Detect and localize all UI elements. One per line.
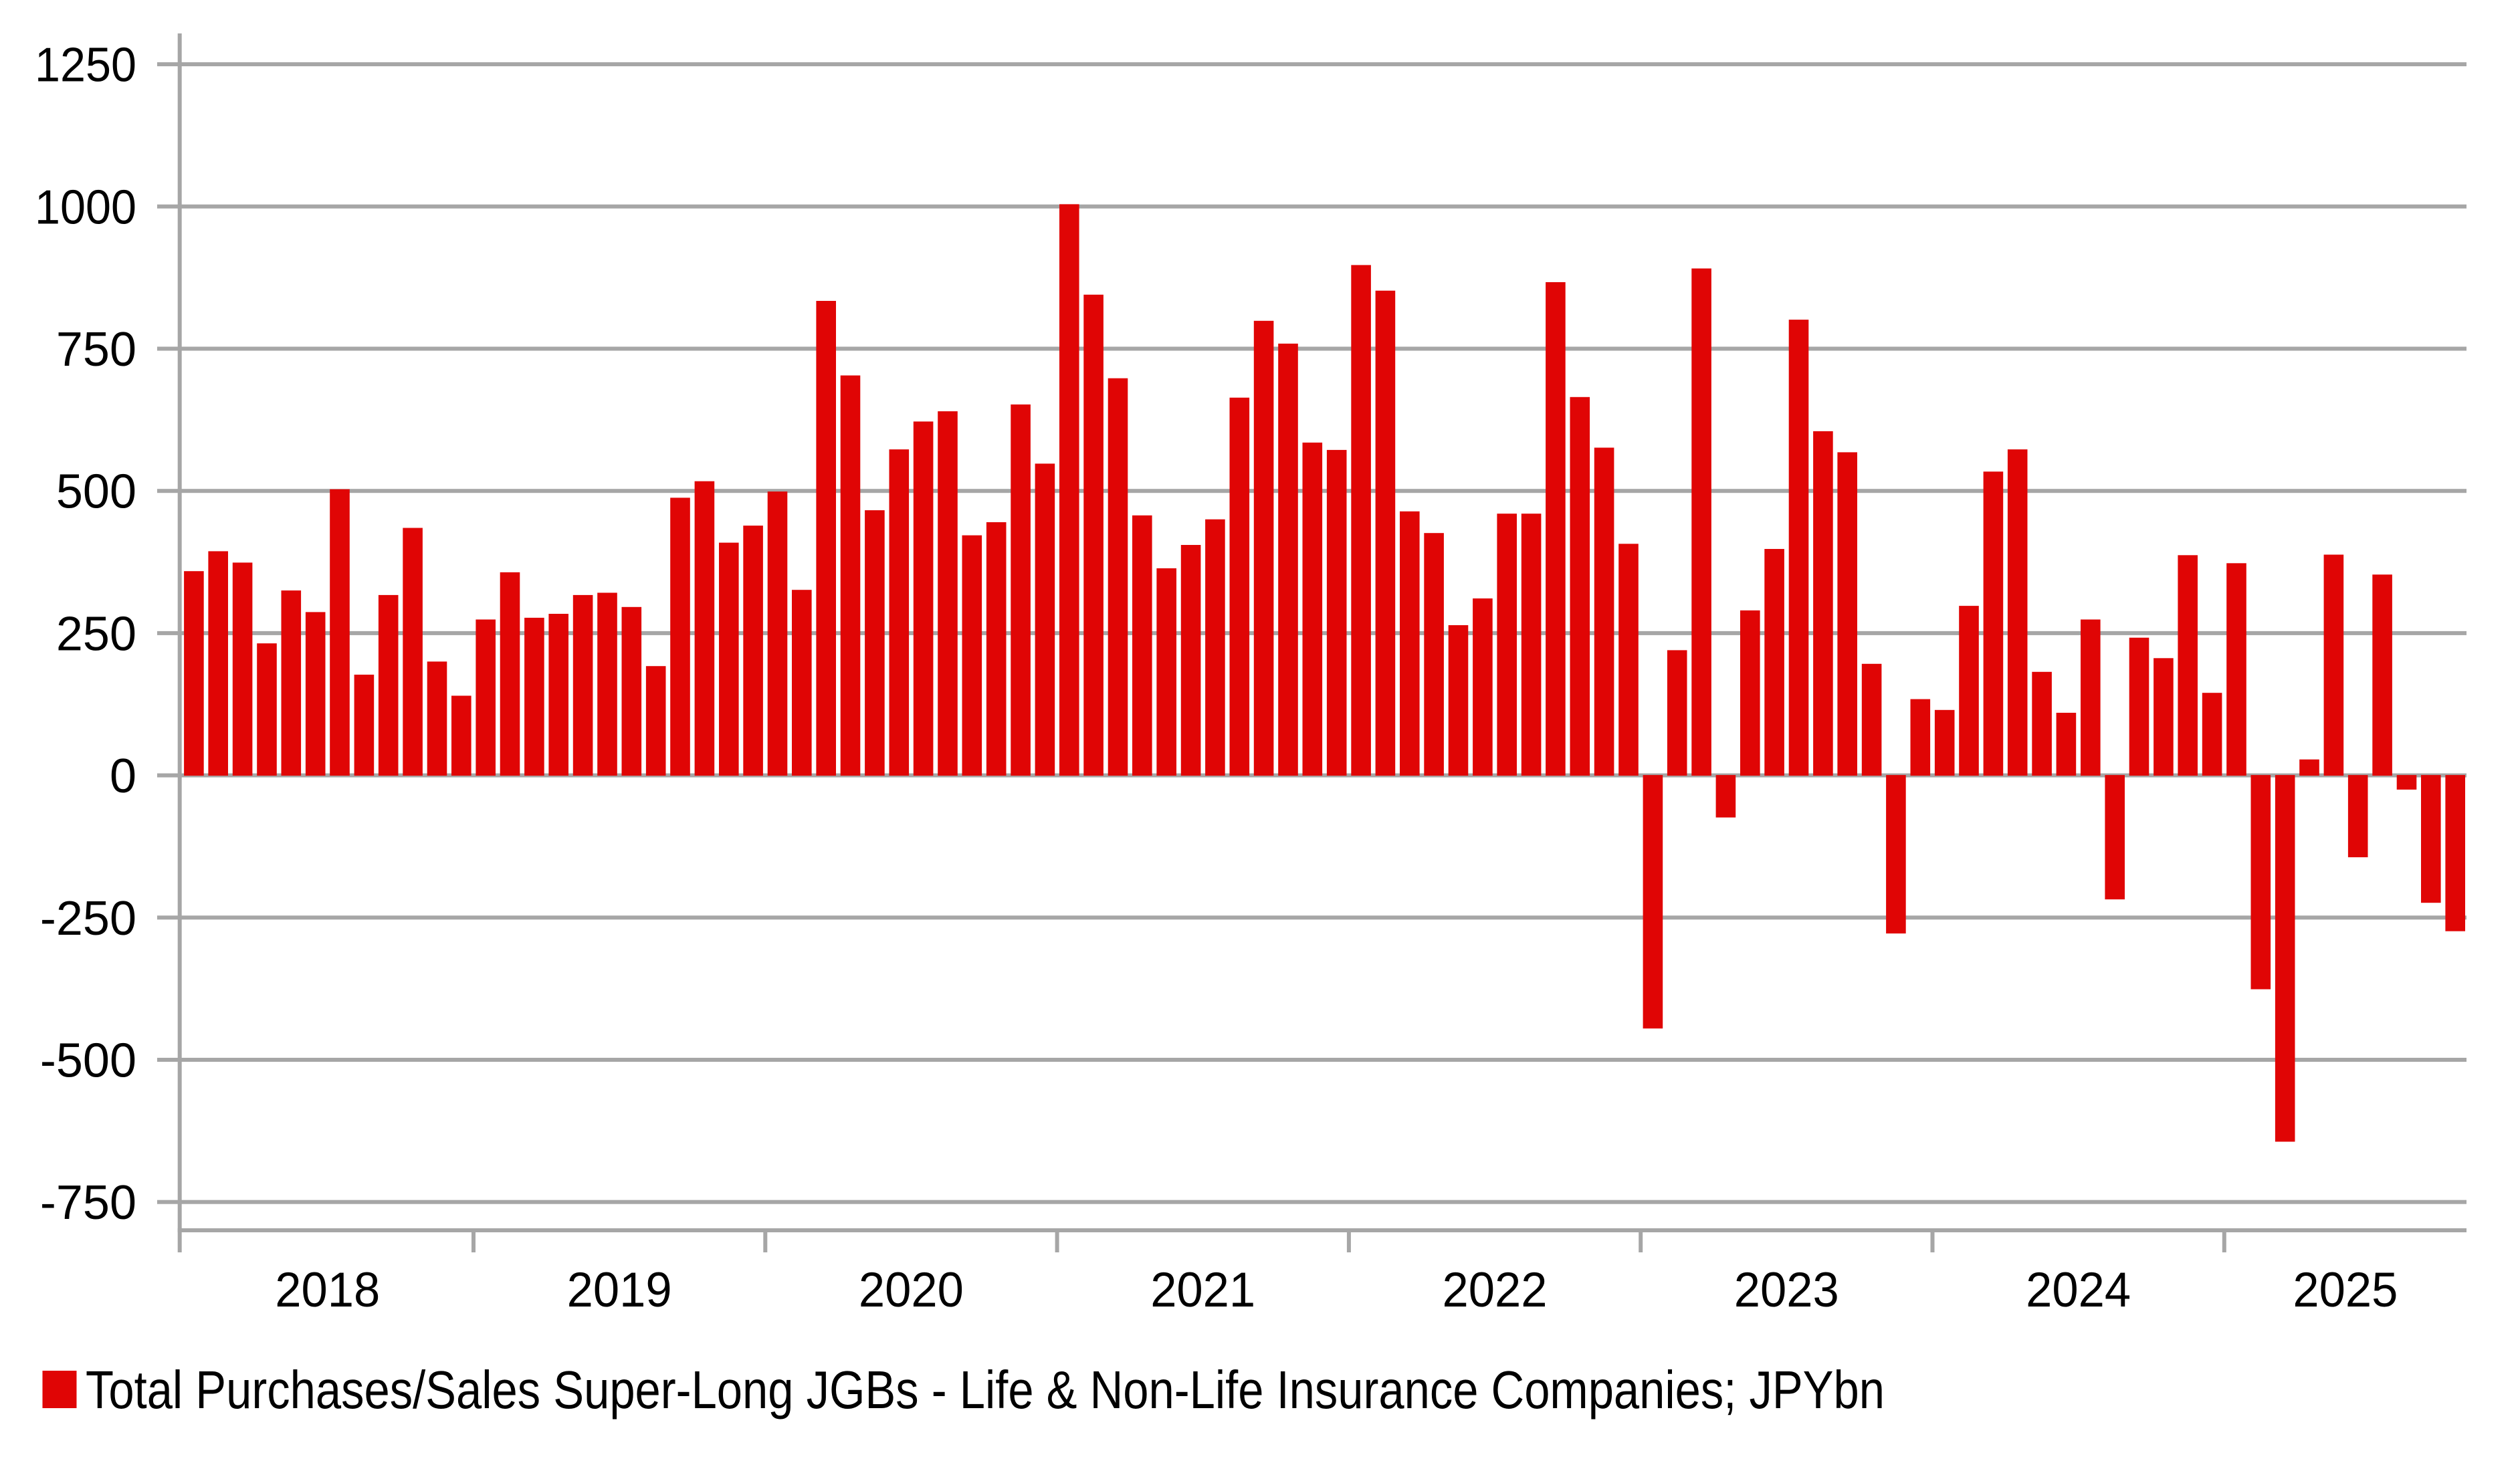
svg-text:2024: 2024 xyxy=(2026,1263,2131,1317)
svg-text:2018: 2018 xyxy=(275,1263,380,1317)
svg-text:500: 500 xyxy=(56,465,136,519)
svg-text:2021: 2021 xyxy=(1150,1263,1255,1317)
svg-text:1250: 1250 xyxy=(35,39,136,92)
svg-text:2023: 2023 xyxy=(1734,1263,1839,1317)
svg-text:750: 750 xyxy=(56,323,136,376)
svg-text:250: 250 xyxy=(56,607,136,661)
svg-text:0: 0 xyxy=(110,750,136,803)
svg-text:Total Purchases/Sales Super-Lo: Total Purchases/Sales Super-Long JGBs - … xyxy=(86,1360,1885,1420)
svg-text:-500: -500 xyxy=(40,1034,136,1088)
svg-text:2025: 2025 xyxy=(2293,1263,2398,1317)
svg-text:1000: 1000 xyxy=(35,181,136,234)
svg-text:2022: 2022 xyxy=(1443,1263,1548,1317)
svg-text:-750: -750 xyxy=(40,1176,136,1230)
svg-text:2019: 2019 xyxy=(567,1263,672,1317)
svg-text:-250: -250 xyxy=(40,892,136,945)
svg-text:2020: 2020 xyxy=(859,1263,964,1317)
